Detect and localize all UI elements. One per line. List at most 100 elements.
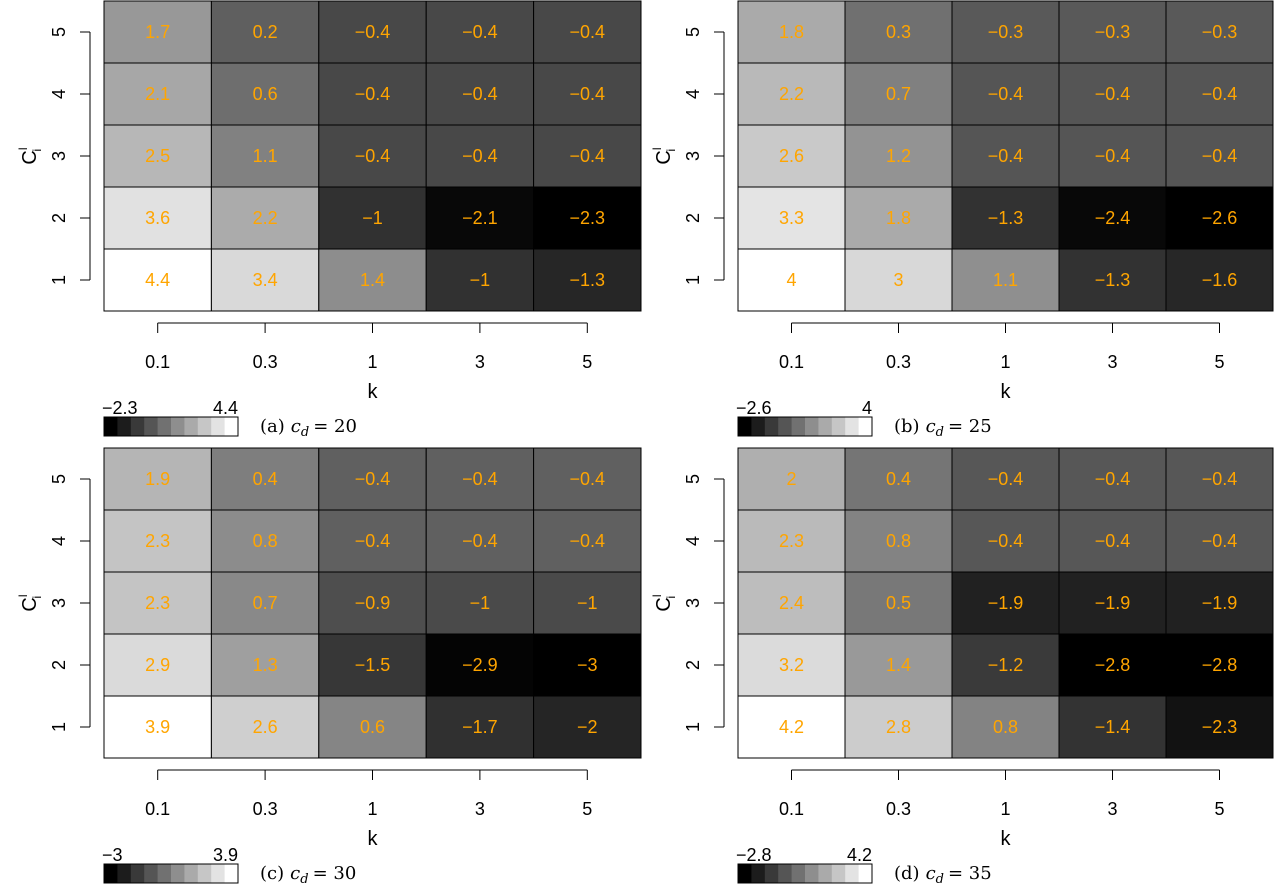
heatmap-cell bbox=[533, 62, 642, 126]
cell-value-label: −0.4 bbox=[1095, 84, 1131, 104]
heatmap-cell bbox=[1058, 124, 1167, 188]
y-tick-label: 3 bbox=[49, 151, 69, 161]
heatmap-cell bbox=[210, 248, 320, 312]
color-scale-min-label: −2.6 bbox=[736, 398, 772, 418]
panel-caption-value: = 25 bbox=[948, 416, 992, 437]
x-axis-title: k bbox=[368, 381, 379, 403]
x-axis-title: k bbox=[1001, 828, 1012, 850]
x-tick-label: 1 bbox=[367, 799, 377, 819]
x-tick-label: 3 bbox=[475, 799, 485, 819]
heatmap-cell bbox=[533, 447, 642, 511]
cell-value-label: −0.4 bbox=[570, 84, 606, 104]
color-scale-swatch bbox=[104, 864, 118, 883]
heatmap-cell bbox=[210, 124, 320, 188]
panel-caption-value: = 35 bbox=[948, 863, 992, 884]
cell-value-label: −1.6 bbox=[1202, 270, 1238, 290]
heatmap-cell bbox=[210, 571, 320, 635]
cell-value-label: −0.3 bbox=[1095, 22, 1131, 42]
cell-value-label: −3 bbox=[577, 655, 598, 675]
cell-value-label: −0.4 bbox=[462, 146, 498, 166]
heatmap-cell bbox=[1165, 62, 1274, 126]
heatmap-cell bbox=[318, 695, 427, 759]
color-scale-swatch bbox=[117, 417, 132, 436]
heatmap-cell bbox=[1165, 509, 1274, 573]
cell-value-label: −0.4 bbox=[462, 469, 498, 489]
color-scale-max-label: 4.4 bbox=[213, 398, 238, 418]
heatmap-cell bbox=[844, 571, 953, 635]
x-tick-label: 1 bbox=[1000, 799, 1010, 819]
panel-caption: (d) cd = 35 bbox=[894, 863, 992, 887]
cell-value-label: −2.8 bbox=[1095, 655, 1131, 675]
cell-value-label: 2.4 bbox=[779, 593, 804, 613]
heatmap-cell bbox=[318, 248, 427, 312]
color-scale-swatch bbox=[778, 864, 793, 883]
heatmap-cell bbox=[425, 571, 535, 635]
color-scale-swatch bbox=[171, 864, 185, 883]
y-axis-title-sub: i bbox=[664, 596, 678, 599]
heatmap-cell bbox=[533, 571, 642, 635]
heatmap-cell bbox=[318, 571, 427, 635]
heatmap-cell bbox=[951, 248, 1060, 312]
x-tick-label: 0.1 bbox=[145, 352, 170, 372]
cell-value-label: −0.4 bbox=[1095, 531, 1131, 551]
cell-value-label: −0.4 bbox=[570, 146, 606, 166]
cell-value-label: −0.4 bbox=[988, 84, 1024, 104]
cell-value-label: −1.7 bbox=[462, 717, 498, 737]
cell-value-label: 4.2 bbox=[779, 717, 804, 737]
cell-value-label: −1.9 bbox=[988, 593, 1024, 613]
color-scale-swatch bbox=[117, 864, 132, 883]
cell-value-label: 2.8 bbox=[886, 717, 911, 737]
cell-value-label: −2.4 bbox=[1095, 208, 1131, 228]
x-tick-label: 3 bbox=[475, 352, 485, 372]
cell-value-label: 2.2 bbox=[779, 84, 804, 104]
y-tick-label: 2 bbox=[49, 213, 69, 223]
heatmap-cell bbox=[951, 62, 1060, 126]
heatmap-cell bbox=[210, 633, 320, 697]
cell-value-label: −0.3 bbox=[988, 22, 1024, 42]
heatmap-cell bbox=[533, 633, 642, 697]
cell-value-label: −0.4 bbox=[1202, 531, 1238, 551]
y-tick-label: 2 bbox=[683, 213, 703, 223]
heatmap-cell bbox=[318, 509, 427, 573]
cell-value-label: −2.8 bbox=[1202, 655, 1238, 675]
cell-value-label: −2 bbox=[577, 717, 598, 737]
y-tick-label: 3 bbox=[683, 151, 703, 161]
cell-value-label: −0.4 bbox=[462, 531, 498, 551]
heatmap-cell bbox=[103, 509, 212, 573]
heatmap-cell bbox=[1165, 571, 1274, 635]
cell-value-label: 2.3 bbox=[145, 593, 170, 613]
heatmap-cell bbox=[844, 248, 953, 312]
color-scale-swatch bbox=[858, 864, 873, 883]
cell-value-label: −0.4 bbox=[570, 22, 606, 42]
color-scale-swatch bbox=[144, 417, 159, 436]
x-tick-label: 5 bbox=[1214, 799, 1224, 819]
cell-value-label: −1.3 bbox=[1095, 270, 1131, 290]
x-tick-label: 0.1 bbox=[145, 799, 170, 819]
cell-value-label: −0.4 bbox=[355, 22, 391, 42]
heatmap-panel-b: 1.8 0.3 −0.3 −0.3 −0.3 2.2 0.7 −0.4 −0.4 −0.4 2.6 1… bbox=[650, 0, 1274, 440]
cell-value-label: 0.4 bbox=[886, 469, 911, 489]
cell-value-label: 0.4 bbox=[253, 469, 278, 489]
color-scale-swatch bbox=[211, 864, 226, 883]
color-scale-swatch bbox=[104, 417, 118, 436]
y-tick-label: 5 bbox=[49, 474, 69, 484]
color-scale-swatch bbox=[791, 864, 806, 883]
color-scale-swatch bbox=[738, 417, 752, 436]
y-tick-label: 3 bbox=[49, 598, 69, 608]
y-tick-label: 4 bbox=[49, 536, 69, 546]
panel-caption-variable: c bbox=[291, 416, 301, 437]
color-scale-swatch bbox=[831, 417, 846, 436]
cell-value-label: −1.4 bbox=[1095, 717, 1131, 737]
y-tick-label: 5 bbox=[683, 474, 703, 484]
panel-caption-letter: (d) bbox=[894, 863, 920, 884]
cell-value-label: −1 bbox=[577, 593, 598, 613]
y-axis-title-sub: i bbox=[30, 149, 44, 152]
cell-value-label: −0.9 bbox=[355, 593, 391, 613]
cell-value-label: −0.4 bbox=[1202, 146, 1238, 166]
color-scale-swatch bbox=[130, 864, 145, 883]
cell-value-label: 0.6 bbox=[360, 717, 385, 737]
cell-value-label: −2.1 bbox=[462, 208, 498, 228]
cell-value-label: 2.5 bbox=[145, 146, 170, 166]
heatmap-cell bbox=[951, 571, 1060, 635]
